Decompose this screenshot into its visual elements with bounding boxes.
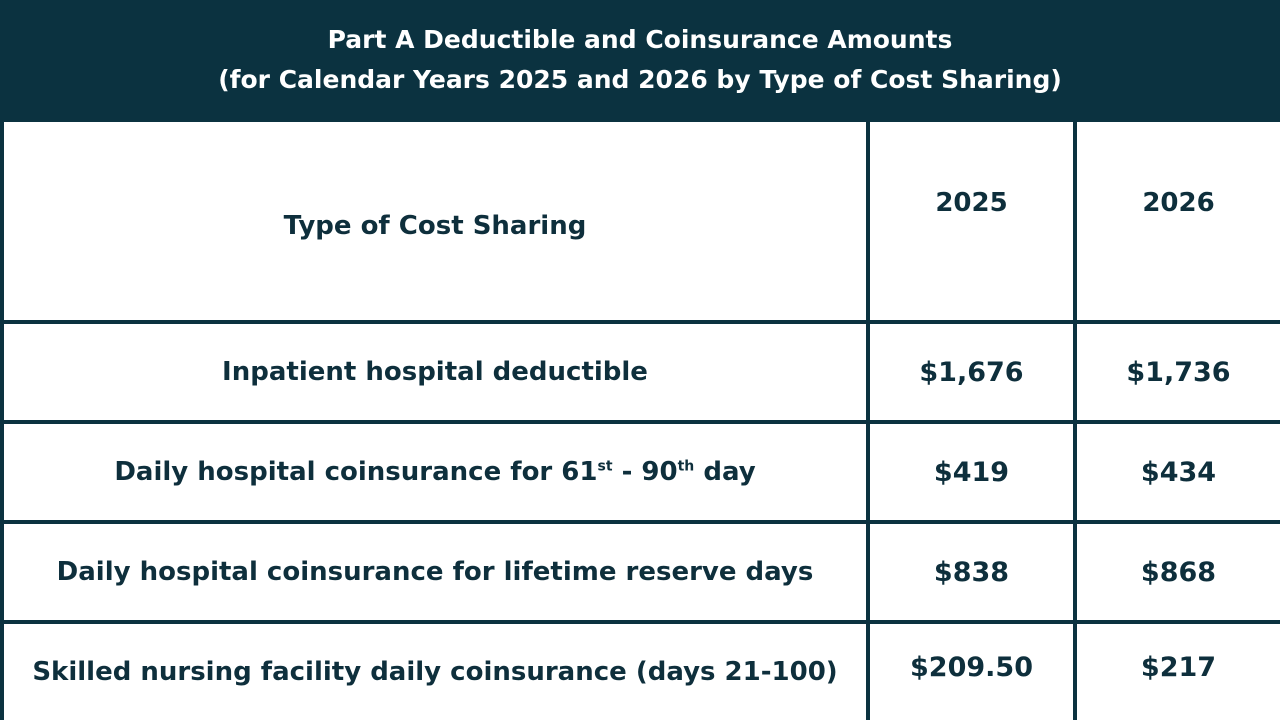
table-header-row: Type of Cost Sharing 2025 2026 — [0, 118, 1280, 324]
table-row: Inpatient hospital deductible $1,676 $1,… — [0, 320, 1280, 424]
title-line-2: (for Calendar Years 2025 and 2026 by Typ… — [218, 65, 1062, 94]
value-2025: $838 — [866, 520, 1077, 624]
superscript-st: st — [597, 458, 613, 475]
superscript-th: th — [677, 458, 695, 475]
row-label-daily-coinsurance-61-90: Daily hospital coinsurance for 61st - 90… — [0, 420, 870, 524]
title-line-1: Part A Deductible and Coinsurance Amount… — [327, 25, 953, 54]
table-row: Daily hospital coinsurance for 61st - 90… — [0, 420, 1280, 524]
row-label-inpatient-deductible: Inpatient hospital deductible — [0, 320, 870, 424]
value-2026: $868 — [1073, 520, 1280, 624]
row-label-skilled-nursing: Skilled nursing facility daily coinsuran… — [0, 620, 870, 720]
value-2025: $1,676 — [866, 320, 1077, 424]
title-banner: Part A Deductible and Coinsurance Amount… — [0, 0, 1280, 120]
table-row: Daily hospital coinsurance for lifetime … — [0, 520, 1280, 624]
label-part: - 90 — [612, 457, 678, 487]
value-2025: $419 — [866, 420, 1077, 524]
value-2025: $209.50 — [866, 620, 1077, 720]
cost-sharing-table: Type of Cost Sharing 2025 2026 Inpatient… — [0, 118, 1280, 720]
label-part: day — [694, 457, 756, 487]
table-row: Skilled nursing facility daily coinsuran… — [0, 620, 1280, 720]
label-part: Daily hospital coinsurance for 61 — [114, 457, 598, 487]
header-type-of-cost-sharing: Type of Cost Sharing — [0, 118, 870, 324]
header-2025: 2025 — [866, 118, 1077, 324]
header-2026: 2026 — [1073, 118, 1280, 324]
row-label-lifetime-reserve: Daily hospital coinsurance for lifetime … — [0, 520, 870, 624]
value-2026: $1,736 — [1073, 320, 1280, 424]
value-2026: $434 — [1073, 420, 1280, 524]
value-2026: $217 — [1073, 620, 1280, 720]
